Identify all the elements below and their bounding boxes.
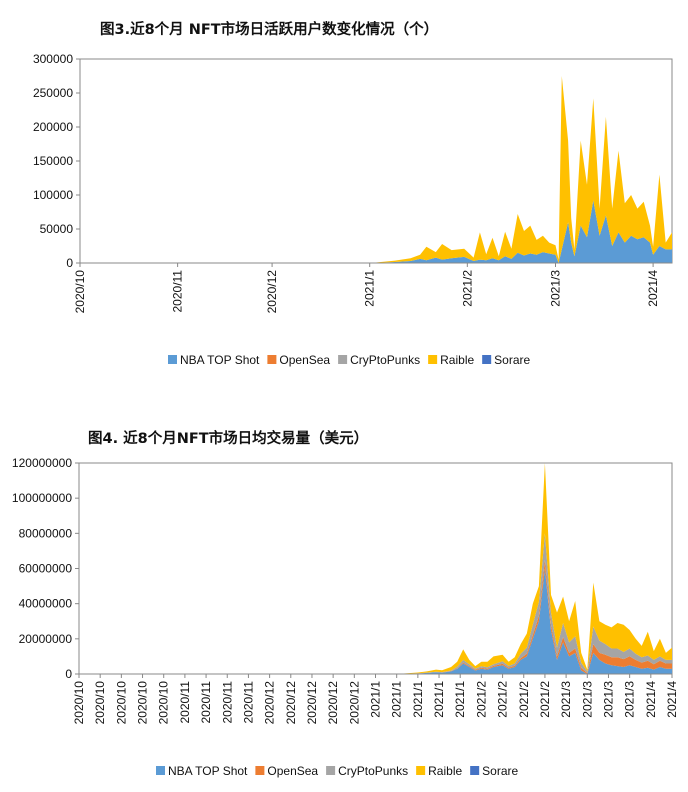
y-tick-label: 0 (66, 256, 73, 270)
chart-2-areas (79, 463, 672, 674)
legend-label: Sorare (482, 764, 518, 778)
chart-2: 图4. 近8个月NFT市场日均交易量（美元） 120000000 10000000… (12, 429, 679, 778)
x-tick-label: 2021/2 (538, 681, 552, 718)
x-tick-label: 2020/12 (326, 681, 340, 725)
x-tick-label: 2021/1 (390, 681, 404, 718)
legend-swatch (326, 766, 336, 775)
y-tick-label: 60000000 (19, 562, 73, 576)
x-tick-label: 2020/11 (171, 270, 185, 313)
x-tick-label: 2020/11 (199, 681, 213, 724)
y-tick-label: 200000 (33, 120, 73, 134)
chart-1-y-ticks: 300000 250000 200000 150000 100000 50000 0 (33, 52, 80, 270)
legend-item: OpenSea (255, 764, 318, 778)
x-tick-label: 2020/12 (284, 681, 298, 725)
y-tick-label: 20000000 (19, 632, 73, 646)
x-tick-label: 2020/11 (220, 681, 234, 724)
chart-2-legend: NBA TOP Shot OpenSea CryPtoPunks Raible Sora… (156, 764, 519, 778)
chart-1: 图3.近8个月 NFT市场日活跃用户数变化情况（个） 300000 250000 2… (33, 20, 673, 367)
legend-swatch (267, 355, 277, 364)
chart-2-series-area-opensea (79, 559, 672, 674)
x-tick-label: 2021/2 (496, 681, 510, 718)
legend-label: NBA TOP Shot (180, 353, 260, 367)
x-tick-label: 2020/10 (114, 681, 128, 725)
legend-item: NBA TOP Shot (156, 764, 248, 778)
legend-swatch (156, 766, 165, 775)
x-tick-label: 2020/10 (136, 681, 150, 725)
legend-item: CryPtoPunks (326, 764, 408, 778)
chart-1-legend: NBA TOP Shot OpenSea CryPtoPunks Raible Sora… (168, 353, 531, 367)
x-tick-label: 2021/1 (411, 681, 425, 718)
legend-swatch (482, 355, 492, 364)
x-tick-label: 2021/1 (453, 681, 467, 718)
y-tick-label: 80000000 (19, 526, 73, 540)
legend-swatch (470, 766, 480, 775)
chart-1-areas (80, 76, 672, 263)
legend-item: NBA TOP Shot (168, 353, 260, 367)
x-tick-label: 2020/12 (263, 681, 277, 725)
chart-2-plot-frame (78, 462, 673, 675)
y-tick-label: 250000 (33, 86, 73, 100)
chart-2-series-area-raible (79, 463, 672, 674)
legend-swatch (338, 355, 348, 364)
legend-label: CryPtoPunks (350, 353, 420, 367)
chart-1-title: 图3.近8个月 NFT市场日活跃用户数变化情况（个） (100, 20, 438, 38)
x-tick-label: 2021/4 (644, 681, 658, 718)
chart-2-series-area-cryptopunks (79, 533, 672, 674)
y-tick-label: 100000 (33, 188, 73, 202)
y-tick-label: 50000 (40, 222, 74, 236)
x-tick-label: 2021/3 (549, 270, 563, 307)
legend-label: CryPtoPunks (338, 764, 408, 778)
legend-swatch (168, 355, 177, 364)
chart-1-x-ticks: 2020/10 2020/11 2020/12 2021/1 2021/2 2021/3 2… (73, 263, 660, 313)
x-tick-label: 2020/10 (93, 681, 107, 725)
legend-swatch (416, 766, 426, 775)
x-tick-label: 2020/10 (157, 681, 171, 725)
x-tick-label: 2021/4 (665, 681, 679, 718)
legend-label: Raible (440, 353, 474, 367)
x-tick-label: 2021/1 (432, 681, 446, 718)
x-tick-label: 2020/10 (72, 681, 86, 725)
legend-label: Raible (428, 764, 462, 778)
legend-item: Raible (416, 764, 462, 778)
x-tick-label: 2021/2 (474, 681, 488, 718)
x-tick-label: 2020/12 (347, 681, 361, 725)
legend-item: Sorare (482, 353, 531, 367)
x-tick-label: 2020/12 (305, 681, 319, 725)
chart-2-y-ticks: 120000000 100000000 80000000 60000000 400000… (12, 456, 79, 681)
x-tick-label: 2021/3 (602, 681, 616, 718)
legend-label: Sorare (494, 353, 530, 367)
x-tick-label: 2021/1 (363, 270, 377, 307)
x-tick-label: 2021/3 (559, 681, 573, 718)
y-tick-label: 100000000 (12, 491, 72, 505)
legend-item: OpenSea (267, 353, 330, 367)
y-tick-label: 300000 (33, 52, 73, 66)
legend-swatch (255, 766, 265, 775)
legend-label: NBA TOP Shot (168, 764, 248, 778)
x-tick-label: 2021/2 (517, 681, 531, 718)
chart-1-series-area-nba-top-shot (80, 200, 672, 263)
y-tick-label: 150000 (33, 154, 73, 168)
x-tick-label: 2021/4 (646, 270, 660, 307)
legend-item: Raible (428, 353, 474, 367)
x-tick-label: 2021/3 (580, 681, 594, 718)
chart-1-series-area-raible (80, 76, 672, 263)
legend-item: CryPtoPunks (338, 353, 420, 367)
chart-2-title: 图4. 近8个月NFT市场日均交易量（美元） (88, 429, 368, 447)
y-tick-label: 0 (65, 667, 72, 681)
x-tick-label: 2021/2 (460, 270, 474, 307)
chart-2-x-ticks: 2020/10 2020/10 2020/10 2020/10 2020/10 2020/… (72, 674, 679, 724)
x-tick-label: 2021/3 (623, 681, 637, 718)
legend-label: OpenSea (267, 764, 318, 778)
x-tick-label: 2021/1 (369, 681, 383, 718)
x-tick-label: 2020/10 (73, 270, 87, 314)
y-tick-label: 120000000 (12, 456, 72, 470)
x-tick-label: 2020/11 (178, 681, 192, 724)
legend-label: OpenSea (279, 353, 330, 367)
legend-swatch (428, 355, 438, 364)
x-tick-label: 2020/11 (241, 681, 255, 724)
legend-item: Sorare (470, 764, 519, 778)
y-tick-label: 40000000 (19, 597, 73, 611)
x-tick-label: 2020/12 (265, 270, 279, 314)
